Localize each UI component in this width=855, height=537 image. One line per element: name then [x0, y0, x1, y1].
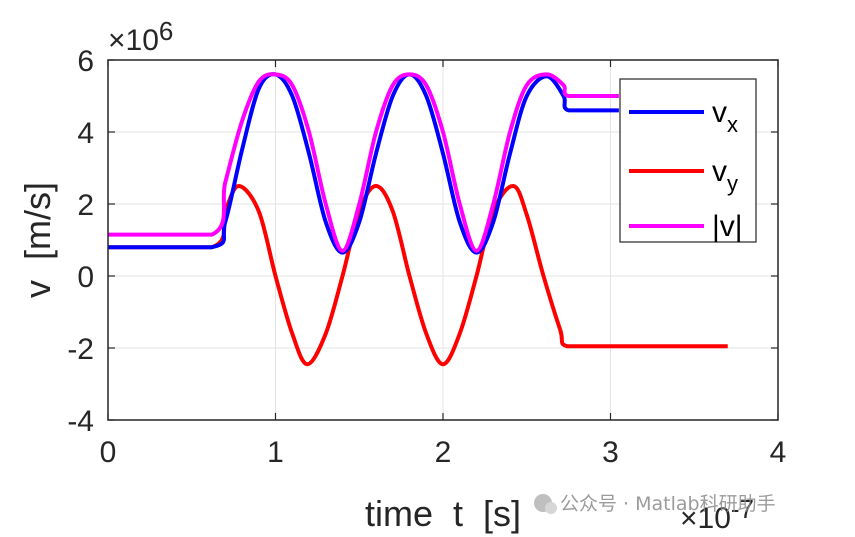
wechat-icon-bubble — [545, 502, 557, 514]
legend-label-subscript: x — [727, 112, 738, 137]
y-tick-label: 4 — [77, 117, 94, 150]
y-exponent-label: ×106 — [108, 16, 173, 57]
legend-label-main: v — [712, 155, 727, 188]
x-tick-label: 3 — [602, 436, 619, 469]
y-tick-label: 2 — [77, 189, 94, 222]
x-tick-label: 2 — [435, 436, 452, 469]
x-exponent-base: ×10 — [680, 502, 731, 535]
legend-label-main: v — [712, 96, 727, 129]
series-vx-line — [108, 72, 619, 255]
legend-label-subscript: y — [727, 171, 738, 196]
legend-entry-abs-v: |v| — [629, 210, 743, 243]
y-exponent-power: 6 — [159, 16, 173, 46]
y-exponent-base: ×10 — [108, 24, 159, 57]
legend-label: vx — [712, 96, 738, 137]
x-exponent-power: -7 — [731, 494, 754, 524]
y-tick-label: 6 — [77, 45, 94, 78]
legend-entry-vx: vx — [629, 96, 738, 137]
watermark-text: 公众号 · Matlab科研助手 — [560, 493, 776, 515]
x-tick-label: 1 — [267, 436, 284, 469]
y-tick-label: -2 — [67, 333, 94, 366]
legend-label: vy — [712, 155, 738, 196]
tick-labels: 0 1 2 3 4 -4 -2 0 2 4 6 — [67, 45, 786, 469]
legend-label-main: |v| — [712, 210, 743, 243]
series-abs-v-line — [108, 72, 619, 253]
tick-marks — [107, 59, 779, 421]
x-tick-label: 0 — [100, 436, 117, 469]
legend-box — [619, 78, 757, 243]
x-tick-label: 4 — [770, 436, 787, 469]
x-axis-label: time t [s] — [365, 493, 521, 534]
legend-entry-vy: vy — [629, 155, 738, 196]
series-vy-line — [108, 184, 728, 367]
series-layer — [108, 72, 728, 367]
watermark: 公众号 · Matlab科研助手 — [534, 493, 776, 515]
y-tick-label: 0 — [77, 261, 94, 294]
y-tick-label: -4 — [67, 405, 94, 438]
y-axis-label: v [m/s] — [17, 182, 58, 298]
legend-label: |v| — [712, 210, 743, 243]
x-exponent-label: ×10-7 — [680, 494, 754, 535]
